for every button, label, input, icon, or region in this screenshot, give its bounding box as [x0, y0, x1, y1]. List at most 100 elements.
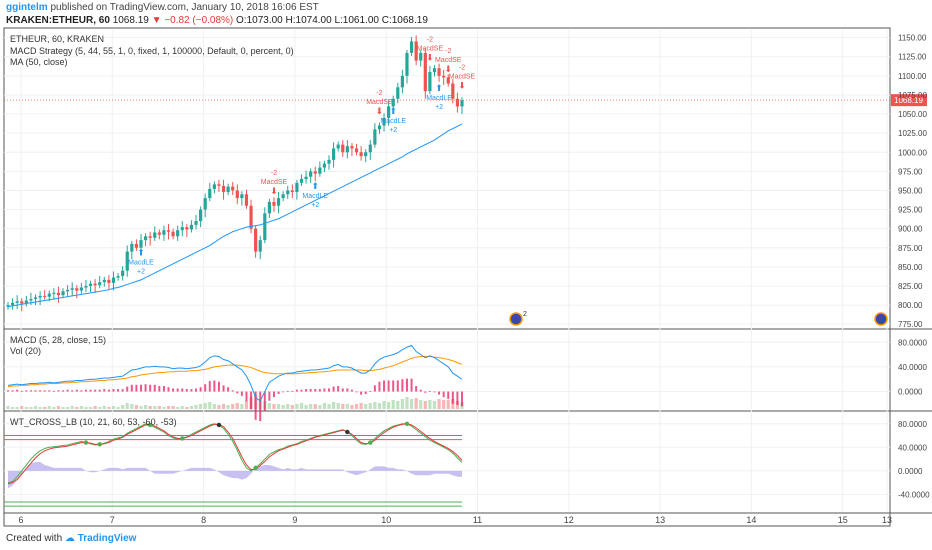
- macd-histogram-bar: [204, 384, 207, 392]
- volume-bar: [318, 405, 322, 409]
- candle-body: [290, 190, 294, 192]
- long-entry-qty: +2: [435, 104, 443, 111]
- long-entry-arrow-icon: ⬆: [435, 83, 443, 93]
- candle-body: [336, 144, 340, 149]
- candle-body: [70, 288, 74, 290]
- volume-bar: [396, 401, 400, 409]
- candle-body: [345, 146, 349, 153]
- candle-body: [249, 205, 253, 229]
- published-line: ggintelm published on TradingView.com, J…: [6, 2, 319, 13]
- volume-bar: [235, 403, 239, 409]
- macd-histogram-bar: [121, 389, 124, 392]
- volume-bar: [423, 401, 427, 409]
- macd-histogram-bar: [176, 388, 179, 392]
- candle-body: [52, 292, 56, 294]
- volume-bar: [180, 406, 184, 409]
- macd-histogram-bar: [309, 389, 312, 392]
- volume-bar: [143, 405, 148, 409]
- vol-legend: Vol (20): [10, 346, 41, 356]
- event-badge-count: 2: [523, 311, 527, 318]
- tradingview-cloud-icon: ☁: [64, 533, 75, 544]
- wt-cross-dot: [404, 421, 410, 426]
- candle-body: [116, 276, 120, 278]
- macd-histogram-bar: [364, 391, 367, 394]
- candle-body: [327, 159, 331, 164]
- candle-body: [75, 288, 79, 291]
- candle-body: [121, 270, 125, 277]
- y-tick-label: 80.0000: [898, 338, 927, 347]
- volume-bar: [93, 406, 97, 409]
- macd-histogram-bar: [328, 388, 331, 392]
- short-entry-label: MacdSE: [417, 45, 444, 52]
- candle-body: [313, 171, 317, 174]
- macd-histogram-bar: [277, 391, 280, 394]
- y-tick-label: 1125.00: [898, 53, 927, 62]
- candle-body: [33, 297, 38, 299]
- y-tick-label: 1050.00: [898, 110, 927, 119]
- macd-histogram-bar: [107, 389, 110, 392]
- candle-body: [286, 190, 290, 195]
- macd-histogram-bar: [39, 390, 42, 392]
- short-entry-qty: -2: [271, 170, 277, 177]
- volume-bar: [446, 400, 450, 409]
- short-entry-label: MacdSE: [366, 99, 393, 106]
- x-tick-label: 10: [381, 515, 391, 525]
- event-badge-icon: [874, 312, 888, 326]
- x-tick-label: 6: [18, 515, 23, 525]
- candle-body: [111, 277, 116, 283]
- candle-body: [409, 41, 414, 53]
- volume-bar: [336, 403, 340, 409]
- macd-histogram-bar: [337, 386, 340, 392]
- low-text: L:1061.00: [334, 15, 379, 26]
- macd-histogram-bar: [98, 389, 101, 392]
- ma-line: [7, 123, 463, 308]
- candle-body: [185, 227, 189, 230]
- wt-cross-dot: [216, 422, 222, 428]
- y-tick-label: 1100.00: [898, 72, 927, 81]
- author-link[interactable]: ggintelm: [6, 2, 48, 13]
- y-tick-label: 825.00: [898, 282, 923, 291]
- macd-histogram-bar: [195, 388, 198, 392]
- macd-histogram-bar: [447, 391, 450, 399]
- change-down-icon: ▼: [151, 15, 162, 26]
- macd-histogram-bar: [323, 388, 326, 392]
- macd-histogram-bar: [52, 390, 55, 392]
- macd-histogram-bar: [396, 380, 399, 392]
- volume-bar: [116, 407, 120, 409]
- volume-bar: [354, 404, 359, 409]
- macd-histogram-bar: [387, 380, 390, 392]
- volume-bar: [442, 400, 446, 409]
- candle-body: [272, 201, 276, 206]
- macd-histogram-bar: [369, 390, 372, 392]
- long-entry-arrow-icon: ⬆: [389, 106, 397, 116]
- macd-histogram-bar: [410, 378, 413, 392]
- short-entry-qty: -2: [459, 65, 465, 72]
- candle-body: [304, 176, 308, 179]
- macd-histogram-bar: [341, 388, 344, 392]
- candle-body: [199, 209, 203, 222]
- volume-bar: [428, 400, 432, 409]
- volume-bar: [322, 403, 327, 409]
- tradingview-brand[interactable]: TradingView: [77, 533, 137, 544]
- macd-histogram-bar: [373, 385, 376, 392]
- y-tick-label: 0.0000: [898, 467, 923, 476]
- wt-cross-dot: [180, 436, 185, 441]
- candle-body: [387, 106, 391, 118]
- volume-bar: [153, 406, 157, 409]
- volume-bar: [400, 399, 404, 409]
- candle-body: [240, 194, 244, 199]
- candle-body: [153, 232, 157, 238]
- long-entry-label: MacdLE: [426, 95, 452, 102]
- volume-bar: [240, 404, 244, 409]
- candle-body: [258, 240, 262, 252]
- symbol-text: KRAKEN:ETHEUR, 60: [6, 15, 110, 26]
- candle-body: [391, 98, 395, 107]
- candle-body: [364, 152, 368, 157]
- macd-histogram-bar: [318, 389, 321, 392]
- macd-histogram-bar: [130, 384, 133, 392]
- volume-bar: [419, 400, 423, 409]
- volume-bar: [148, 406, 152, 409]
- macd-histogram-bar: [314, 389, 317, 392]
- candle-body: [208, 188, 212, 199]
